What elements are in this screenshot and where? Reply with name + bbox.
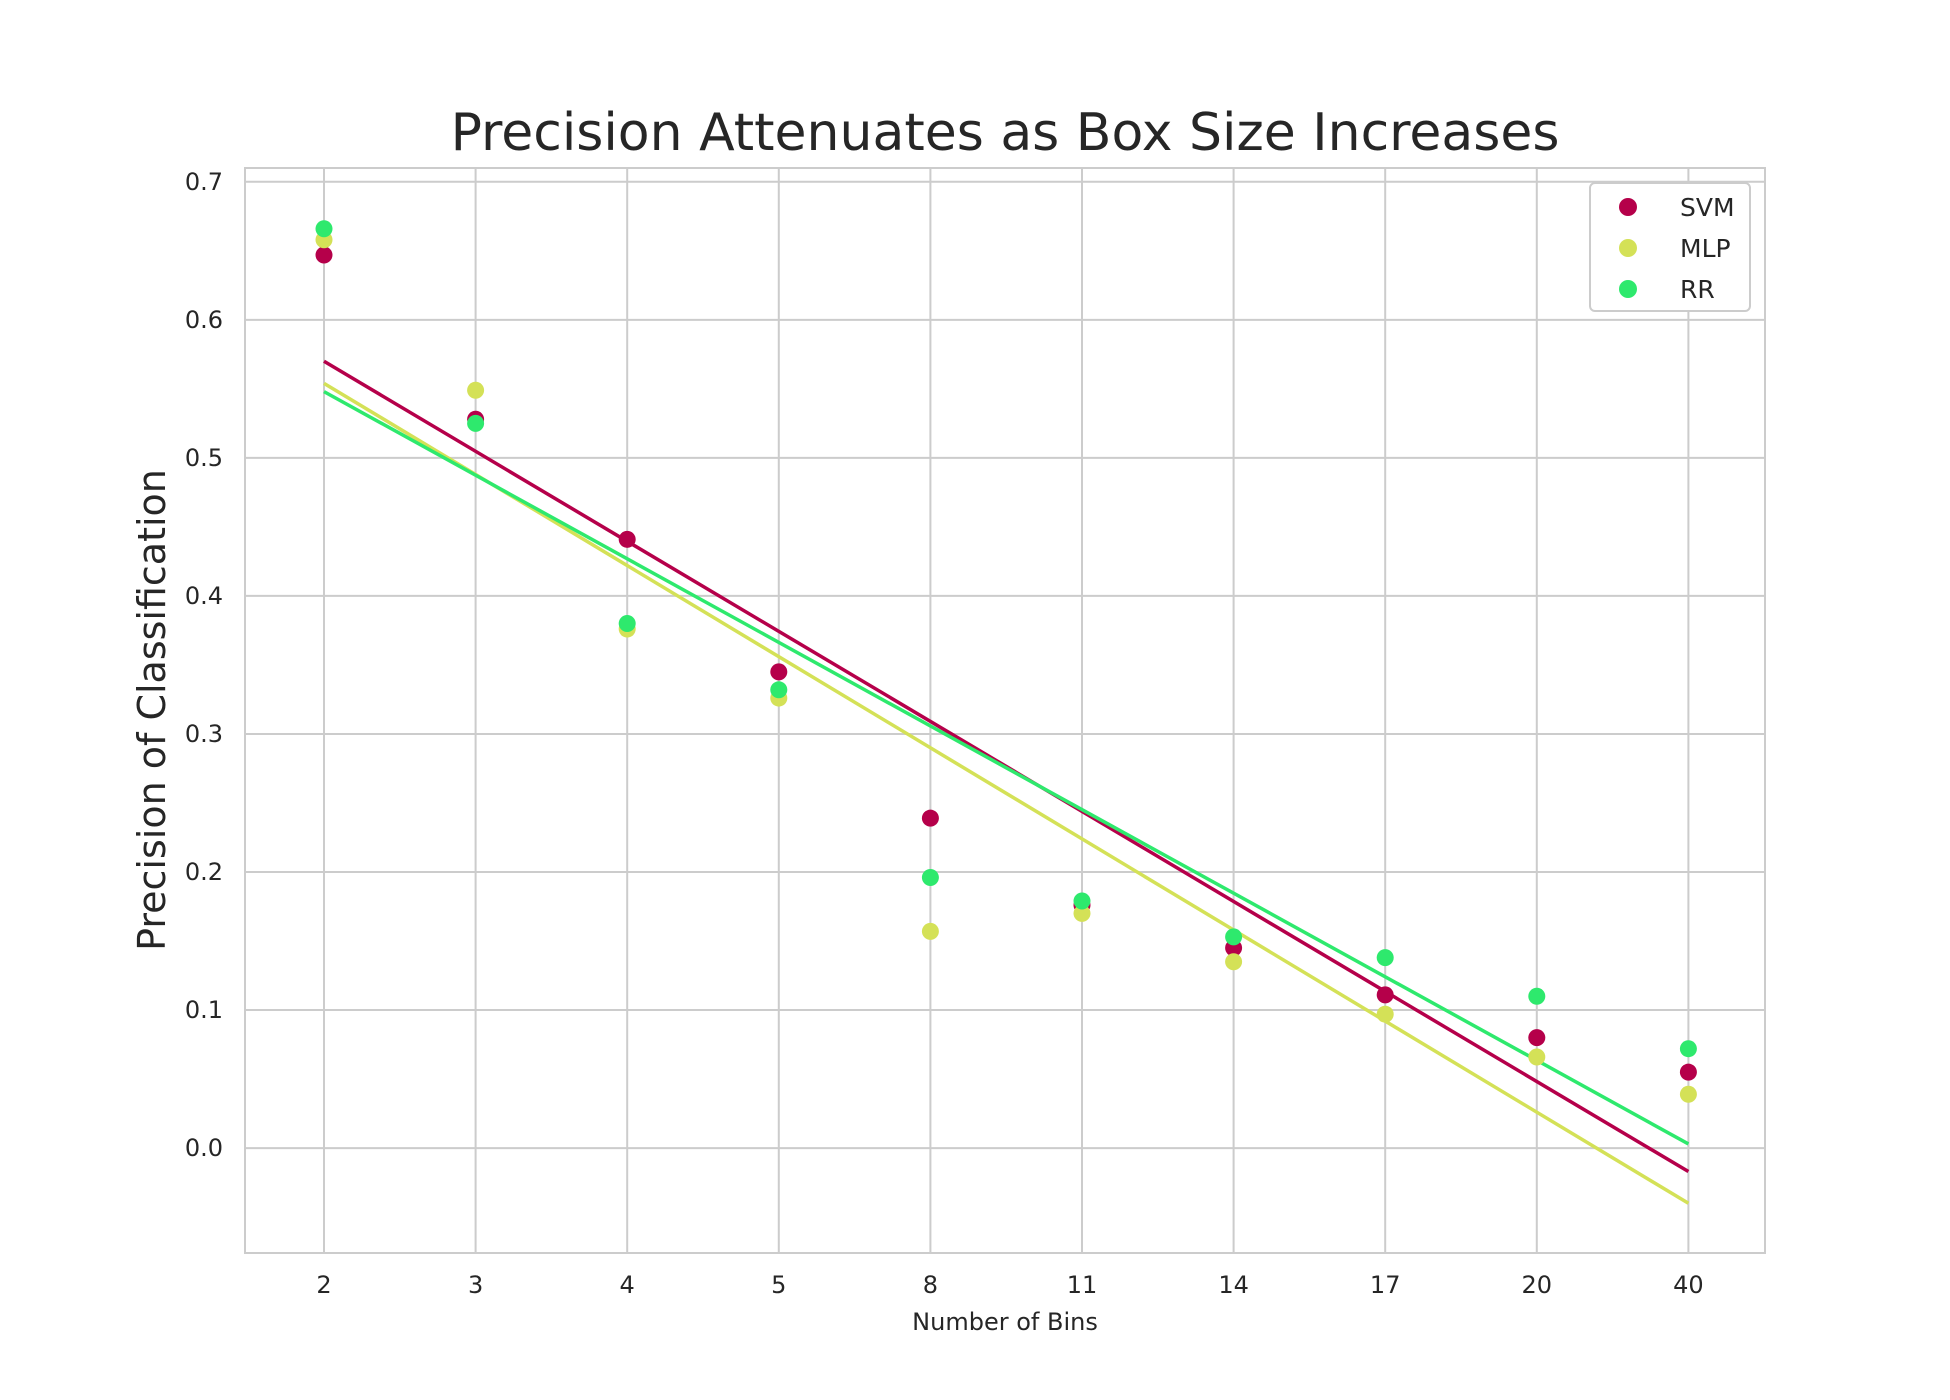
x-tick-label: 40 bbox=[1673, 1271, 1704, 1299]
legend-marker-svm bbox=[1619, 198, 1637, 216]
x-tick-label: 4 bbox=[620, 1271, 635, 1299]
point-mlp bbox=[921, 922, 939, 940]
point-rr bbox=[1679, 1040, 1697, 1058]
data-points bbox=[315, 220, 1697, 1103]
point-svm bbox=[1679, 1063, 1697, 1081]
y-tick-labels: 0.0 0.1 0.2 0.3 0.4 0.5 0.6 0.7 bbox=[185, 168, 223, 1162]
point-mlp bbox=[467, 381, 485, 399]
trend-lines bbox=[323, 359, 1690, 1205]
legend-label-rr: RR bbox=[1680, 275, 1715, 304]
x-tick-labels: 2 3 4 5 8 11 14 17 20 40 bbox=[316, 1271, 1703, 1299]
y-tick-label: 0.4 bbox=[185, 582, 223, 610]
y-tick-label: 0.0 bbox=[185, 1134, 223, 1162]
point-svm bbox=[618, 530, 636, 548]
point-mlp bbox=[1073, 904, 1091, 922]
legend-label-mlp: MLP bbox=[1680, 234, 1731, 263]
point-rr bbox=[770, 681, 788, 699]
x-tick-label: 5 bbox=[771, 1271, 786, 1299]
point-svm bbox=[770, 663, 788, 681]
y-tick-label: 0.5 bbox=[185, 444, 223, 472]
x-tick-label: 17 bbox=[1370, 1271, 1401, 1299]
point-svm bbox=[1376, 986, 1394, 1004]
y-tick-label: 0.7 bbox=[185, 168, 223, 196]
x-tick-label: 8 bbox=[923, 1271, 938, 1299]
grid-layer bbox=[245, 168, 1765, 1253]
legend-marker-mlp bbox=[1619, 239, 1637, 257]
point-svm bbox=[921, 809, 939, 827]
y-axis-label: Precision of Classification bbox=[130, 469, 174, 951]
x-tick-label: 3 bbox=[468, 1271, 483, 1299]
plot-frame bbox=[244, 167, 1766, 1254]
trend-line-rr bbox=[323, 390, 1690, 1146]
y-tick-label: 0.6 bbox=[185, 306, 223, 334]
y-tick-label: 0.3 bbox=[185, 720, 223, 748]
point-mlp bbox=[1376, 1005, 1394, 1023]
legend: SVM MLP RR bbox=[1589, 182, 1751, 312]
x-axis-label: Number of Bins bbox=[912, 1308, 1098, 1336]
point-rr bbox=[921, 869, 939, 887]
point-svm bbox=[315, 246, 333, 264]
point-rr bbox=[618, 615, 636, 633]
y-tick-label: 0.1 bbox=[185, 996, 223, 1024]
x-tick-label: 20 bbox=[1522, 1271, 1553, 1299]
point-rr bbox=[1376, 949, 1394, 967]
legend-items: SVM MLP RR bbox=[1619, 193, 1735, 304]
point-rr bbox=[1528, 987, 1546, 1005]
point-rr bbox=[1225, 928, 1243, 946]
legend-label-svm: SVM bbox=[1680, 193, 1735, 222]
point-svm bbox=[1528, 1029, 1546, 1047]
point-mlp bbox=[1225, 953, 1243, 971]
legend-marker-rr bbox=[1619, 280, 1637, 298]
x-tick-label: 2 bbox=[316, 1271, 331, 1299]
chart-title: Precision Attenuates as Box Size Increas… bbox=[451, 103, 1560, 163]
point-mlp bbox=[1528, 1048, 1546, 1066]
y-tick-label: 0.2 bbox=[185, 858, 223, 886]
point-mlp bbox=[1679, 1085, 1697, 1103]
point-rr bbox=[467, 414, 485, 432]
point-rr bbox=[315, 220, 333, 238]
x-tick-label: 11 bbox=[1067, 1271, 1098, 1299]
point-rr bbox=[1073, 892, 1091, 910]
x-tick-label: 14 bbox=[1218, 1271, 1249, 1299]
trend-line-mlp bbox=[323, 381, 1690, 1205]
